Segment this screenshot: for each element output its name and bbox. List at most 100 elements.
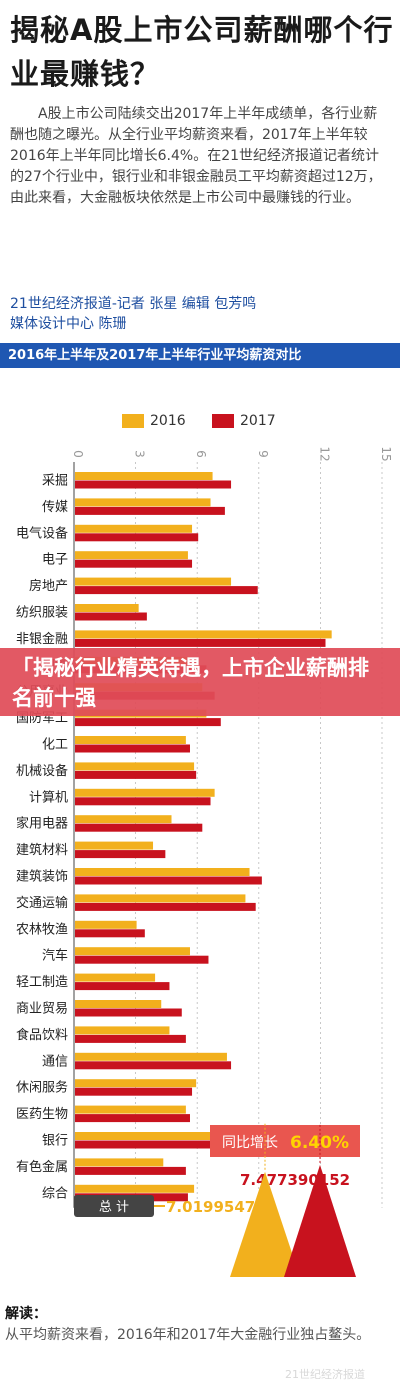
category-label: 汽车 bbox=[42, 948, 68, 964]
bar-2016 bbox=[75, 1079, 197, 1088]
bar-2016 bbox=[75, 1158, 164, 1167]
category-label: 电子 bbox=[42, 553, 68, 568]
x-tick-label: 3 bbox=[133, 450, 147, 458]
bar-2016 bbox=[75, 1132, 340, 1140]
bar-2016 bbox=[75, 947, 190, 956]
bar-2017 bbox=[75, 480, 232, 489]
bar-2017 bbox=[75, 1114, 190, 1123]
category-label: 交通运输 bbox=[16, 895, 68, 911]
bar-2016 bbox=[75, 868, 250, 876]
category-label: 建筑材料 bbox=[16, 842, 68, 858]
bar-2017 bbox=[75, 586, 258, 595]
bar-2016 bbox=[75, 524, 193, 533]
bar-2016 bbox=[75, 472, 213, 480]
bar-2016 bbox=[75, 1026, 170, 1035]
legend-label-2016: 2016 bbox=[150, 413, 186, 429]
category-label: 通信 bbox=[42, 1054, 68, 1069]
bar-2016 bbox=[75, 1184, 195, 1193]
triangle-2016 bbox=[230, 1171, 300, 1277]
bar-2017 bbox=[75, 1140, 340, 1149]
category-label: 采掘 bbox=[42, 474, 68, 489]
x-tick-label: 9 bbox=[256, 450, 270, 458]
category-label: 商业贸易 bbox=[16, 1002, 68, 1017]
growth-callout bbox=[210, 1125, 360, 1157]
category-label: 电气设备 bbox=[16, 525, 68, 541]
bar-chart: 03691215采掘传媒电气设备电子房地产纺织服装非银金融钢铁公用事业国防军工化… bbox=[16, 446, 393, 1277]
credit-designer: 媒体设计中心 陈珊 bbox=[10, 316, 127, 332]
intro-paragraph: A股上市公司陆续交出2017年上半年成绩单，各行业薪酬也随之曝光。从全行业平均薪… bbox=[10, 106, 382, 206]
bar-2016 bbox=[75, 1000, 162, 1008]
total-label: 总 计 bbox=[99, 1200, 129, 1215]
category-label: 家用电器 bbox=[16, 816, 68, 832]
bar-2016 bbox=[75, 1052, 227, 1061]
bar-2017 bbox=[75, 823, 203, 832]
bar-2017 bbox=[75, 955, 209, 964]
bar-2017 bbox=[75, 718, 221, 727]
category-label: 医药生物 bbox=[16, 1107, 68, 1122]
chart-title-banner: 2016年上半年及2017年上半年行业平均薪资对比 bbox=[0, 343, 400, 368]
triangle-2017 bbox=[284, 1164, 356, 1277]
category-label: 计算机 bbox=[29, 790, 68, 805]
category-label: 非银金融 bbox=[16, 631, 68, 647]
bar-2017 bbox=[75, 506, 225, 515]
growth-label: 同比增长 bbox=[222, 1135, 278, 1151]
bar-2017 bbox=[75, 1061, 232, 1070]
category-label: 建筑装饰 bbox=[16, 869, 68, 885]
bar-2017 bbox=[75, 770, 197, 779]
legend-item-2017: 2017 bbox=[212, 413, 276, 429]
bar-2017 bbox=[75, 744, 190, 753]
total-2016-value: 7.01995477 bbox=[166, 1198, 266, 1216]
category-label: 房地产 bbox=[29, 578, 68, 594]
bar-2016 bbox=[75, 498, 211, 507]
category-label: 农林牧渔 bbox=[16, 922, 68, 937]
bar-2016 bbox=[75, 551, 188, 560]
watermark: 21世纪经济报道 bbox=[285, 1368, 365, 1381]
x-tick-label: 12 bbox=[317, 446, 331, 461]
bar-2016 bbox=[75, 973, 156, 982]
bar-2016 bbox=[75, 1105, 186, 1114]
bar-2017 bbox=[75, 982, 170, 991]
bar-2017 bbox=[75, 612, 147, 621]
bar-2017 bbox=[75, 1087, 193, 1096]
x-tick-label: 6 bbox=[194, 450, 208, 458]
bar-2017 bbox=[75, 929, 145, 938]
growth-value: 6.40% bbox=[290, 1133, 349, 1153]
bar-2016 bbox=[75, 841, 154, 850]
legend-item-2016: 2016 bbox=[122, 413, 186, 429]
category-label: 有色金属 bbox=[16, 1159, 68, 1175]
category-label: 银行 bbox=[42, 1134, 68, 1149]
category-label: 化工 bbox=[42, 738, 68, 753]
category-label: 机械设备 bbox=[16, 763, 68, 779]
legend-label-2017: 2017 bbox=[240, 413, 276, 429]
bar-2016 bbox=[75, 788, 215, 797]
bar-2016 bbox=[75, 736, 186, 744]
bar-2017 bbox=[75, 876, 262, 885]
category-label: 综合 bbox=[42, 1186, 68, 1201]
category-label: 食品饮料 bbox=[16, 1027, 68, 1043]
note-heading: 解读： bbox=[5, 1306, 47, 1322]
bar-2016 bbox=[75, 577, 232, 586]
legend-swatch-2016 bbox=[122, 414, 144, 428]
note-text: 从平均薪资来看，2016年和2017年大金融行业独占鳌头。 bbox=[5, 1327, 371, 1343]
category-label: 轻工制造 bbox=[16, 975, 68, 990]
bar-2017 bbox=[75, 797, 211, 806]
bar-2017 bbox=[75, 1008, 182, 1017]
legend-swatch-2017 bbox=[212, 414, 234, 428]
bar-2016 bbox=[75, 630, 332, 639]
bar-2017 bbox=[75, 559, 193, 568]
bar-2016 bbox=[75, 894, 246, 903]
bar-2016 bbox=[75, 762, 195, 771]
bar-2016 bbox=[75, 815, 172, 824]
credits: 21世纪经济报道-记者 张星 编辑 包芳鸣 媒体设计中心 陈珊 bbox=[10, 294, 390, 334]
credit-reporter: 21世纪经济报道-记者 张星 编辑 包芳鸣 bbox=[10, 296, 257, 312]
headline-overlay: 「揭秘行业精英待遇，上市企业薪酬排名前十强 bbox=[0, 648, 400, 716]
page-title: 揭秘A股上市公司薪酬哪个行业最赚钱？ bbox=[10, 13, 394, 91]
category-label: 纺织服装 bbox=[16, 606, 68, 621]
bar-2017 bbox=[75, 638, 326, 647]
category-label: 休闲服务 bbox=[16, 1080, 68, 1096]
bar-2016 bbox=[75, 920, 137, 929]
bar-2017 bbox=[75, 1034, 186, 1043]
total-2017-value: 7.477390152 bbox=[240, 1171, 350, 1189]
bar-2017 bbox=[75, 533, 199, 542]
x-tick-label: 15 bbox=[379, 446, 393, 461]
